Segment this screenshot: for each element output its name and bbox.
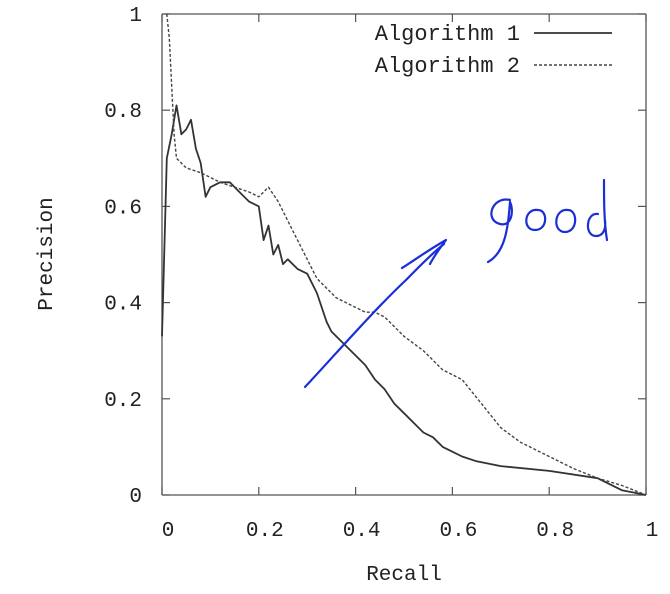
data-series <box>161 13 647 496</box>
x-tick-label: 0.2 <box>246 520 284 543</box>
y-tick-label: 0 <box>129 486 142 509</box>
y-tick-label: 1 <box>129 5 142 28</box>
legend-label-algorithm-2: Algorithm 2 <box>375 54 520 79</box>
legend: Algorithm 1 Algorithm 2 <box>375 22 612 79</box>
x-tick-label: 1 <box>646 520 659 543</box>
x-tick-label: 0.8 <box>536 520 574 543</box>
handwritten-arrow-shaft <box>303 242 446 389</box>
y-tick-label: 0.4 <box>104 294 142 317</box>
y-axis-label: Precision <box>36 197 59 310</box>
handwritten-letter-o-2 <box>555 208 577 234</box>
handwritten-letter-g <box>486 197 513 264</box>
series-line-algorithm-2 <box>166 13 647 496</box>
x-axis-label: Recall <box>366 564 442 587</box>
handwritten-arrow-head <box>400 238 448 270</box>
y-tick-label: 0.2 <box>104 390 142 413</box>
handwritten-letter-d <box>586 178 609 242</box>
axis-ticks: 0 0.2 0.4 0.6 0.8 1 0 0.2 0.4 0.6 0.8 1 <box>104 5 658 543</box>
y-tick-label: 0.6 <box>104 197 142 220</box>
x-tick-label: 0.6 <box>439 520 477 543</box>
legend-label-algorithm-1: Algorithm 1 <box>375 22 520 47</box>
series-line-algorithm-1 <box>161 104 647 496</box>
y-tick-label: 0.8 <box>104 101 142 124</box>
handwritten-letter-o-1 <box>525 208 547 232</box>
x-tick-label: 0.4 <box>343 520 381 543</box>
handwritten-annotation <box>303 178 609 389</box>
x-tick-label: 0 <box>162 520 175 543</box>
